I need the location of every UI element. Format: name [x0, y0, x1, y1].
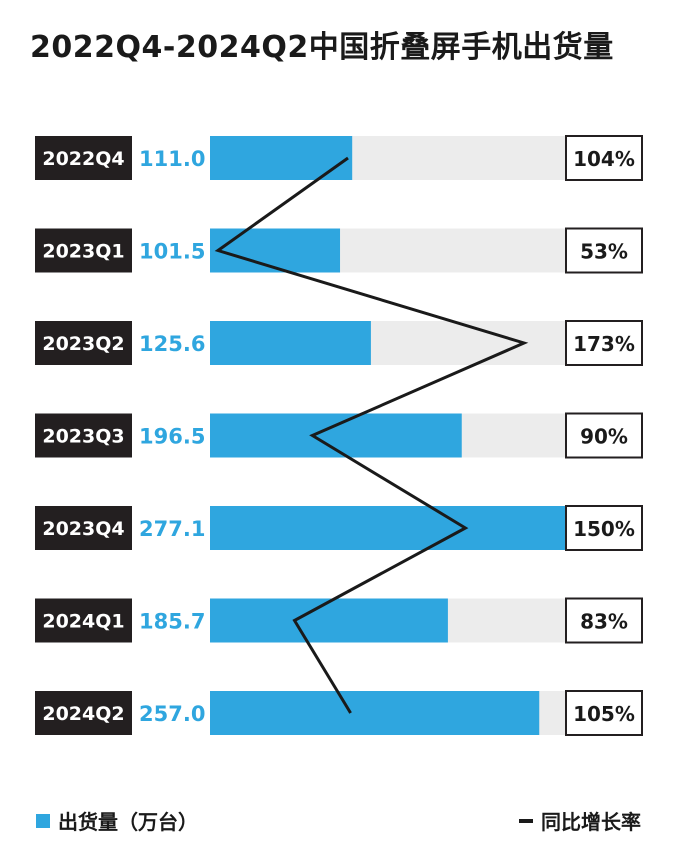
growth-rate-box: [565, 690, 643, 736]
growth-rate-label: 150%: [573, 517, 635, 541]
category-label: 2022Q4: [42, 148, 124, 170]
category-label: 2024Q1: [42, 611, 124, 633]
growth-rate-box: [565, 412, 643, 459]
legend-swatch-line: [519, 818, 533, 823]
growth-rate-box: [565, 505, 643, 551]
category-label: 2023Q3: [42, 426, 124, 448]
category-label: 2024Q2: [42, 703, 124, 725]
category-label-box: [35, 228, 132, 273]
legend-growth: 同比增长率: [519, 806, 641, 835]
shipment-bar: [210, 506, 565, 550]
shipment-bar: [210, 321, 371, 365]
growth-rate-label: 173%: [573, 332, 635, 356]
shipment-bar: [210, 228, 341, 273]
shipment-value-label: 196.5: [139, 425, 205, 449]
growth-rate-box: [565, 597, 643, 644]
legend-swatch-bar: [36, 813, 50, 828]
legend-label-growth: 同比增长率: [541, 810, 641, 834]
growth-rate-label: 83%: [580, 610, 628, 634]
chart-title: 2022Q4-2024Q2中国折叠屏手机出货量: [30, 30, 614, 65]
category-label-box: [35, 691, 132, 735]
shipment-value-label: 257.0: [139, 702, 205, 726]
category-label-box: [35, 321, 132, 365]
shipment-value-label: 185.7: [139, 610, 205, 634]
shipment-value-label: 125.6: [139, 332, 205, 356]
growth-rate-label: 53%: [580, 240, 628, 264]
growth-rate-label: 104%: [573, 147, 635, 171]
category-label-box: [35, 136, 132, 180]
shipment-bar: [210, 598, 448, 643]
shipment-value-label: 101.5: [139, 240, 205, 264]
growth-rate-box: [565, 135, 643, 181]
shipment-bar: [210, 691, 540, 735]
growth-rate-line: [214, 156, 529, 714]
shipment-bar: [210, 136, 353, 180]
category-label-box: [35, 506, 132, 550]
shipment-value-label: 111.0: [139, 147, 205, 171]
growth-rate-label: 90%: [580, 425, 628, 449]
legend-shipments: 出货量（万台）: [36, 806, 198, 835]
category-label-box: [35, 598, 132, 643]
category-label-box: [35, 413, 132, 458]
growth-rate-box: [565, 227, 643, 274]
growth-rate-label: 105%: [573, 702, 635, 726]
category-label: 2023Q2: [42, 333, 124, 355]
legend-label-shipments: 出货量（万台）: [58, 810, 198, 834]
category-label: 2023Q1: [42, 241, 124, 263]
category-label: 2023Q4: [42, 518, 124, 540]
shipment-value-label: 277.1: [139, 517, 205, 541]
growth-rate-box: [565, 320, 643, 366]
